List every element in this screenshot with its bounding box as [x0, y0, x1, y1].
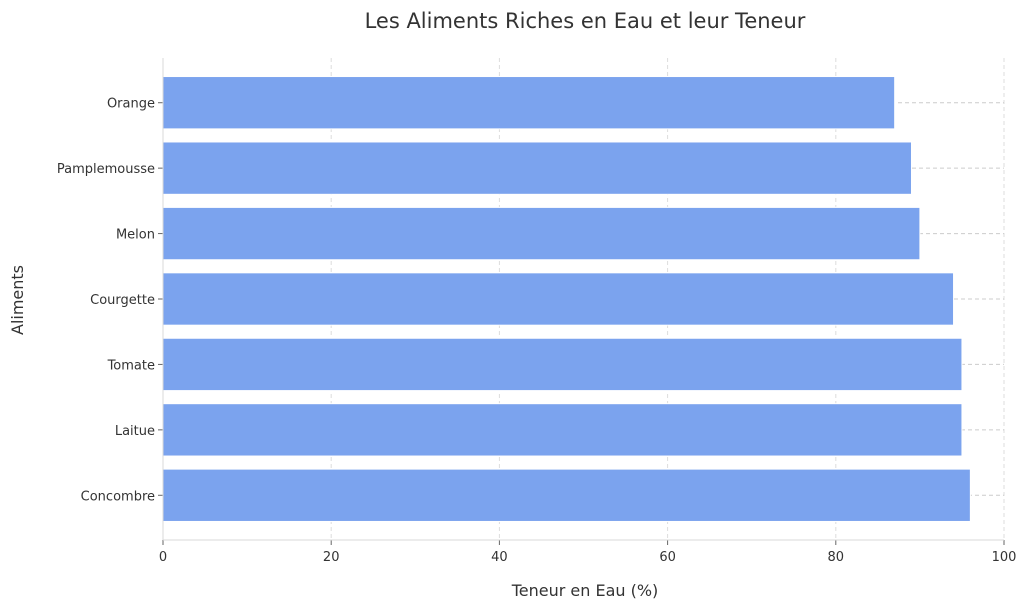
x-tick-label: 20 [323, 550, 340, 565]
chart-title: Les Aliments Riches en Eau et leur Teneu… [365, 9, 806, 33]
x-tick-label: 100 [992, 550, 1017, 565]
y-tick-label: Courgette [90, 293, 155, 308]
y-tick-label: Melon [116, 228, 155, 243]
x-tick-label: 40 [491, 550, 508, 565]
y-tick-label: Tomate [107, 358, 155, 373]
y-tick-label: Orange [107, 97, 155, 112]
x-tick-label: 80 [828, 550, 845, 565]
y-axis-title: Aliments [8, 265, 27, 335]
y-tick-labels: Concombre Laitue Tomate Courgette Melon Pampl… [57, 97, 155, 505]
bar-melon [162, 206, 921, 261]
y-tick-label: Laitue [115, 424, 155, 439]
x-tick-labels: 0 20 40 60 80 100 [159, 550, 1017, 565]
bar-pamplemousse [162, 141, 912, 195]
bar-concombre [162, 468, 971, 522]
y-tick-label: Concombre [81, 489, 155, 504]
bar-tomate [162, 337, 963, 392]
axes-layer [158, 58, 1005, 545]
y-tick-label: Pamplemousse [57, 162, 155, 177]
bar-laitue [162, 403, 963, 457]
bar-orange [162, 76, 896, 130]
x-tick-label: 60 [659, 550, 676, 565]
bar-courgette [162, 272, 955, 326]
bars-layer [162, 76, 971, 522]
x-tick-label: 0 [159, 550, 167, 565]
x-axis-title: Teneur en Eau (%) [511, 581, 659, 600]
